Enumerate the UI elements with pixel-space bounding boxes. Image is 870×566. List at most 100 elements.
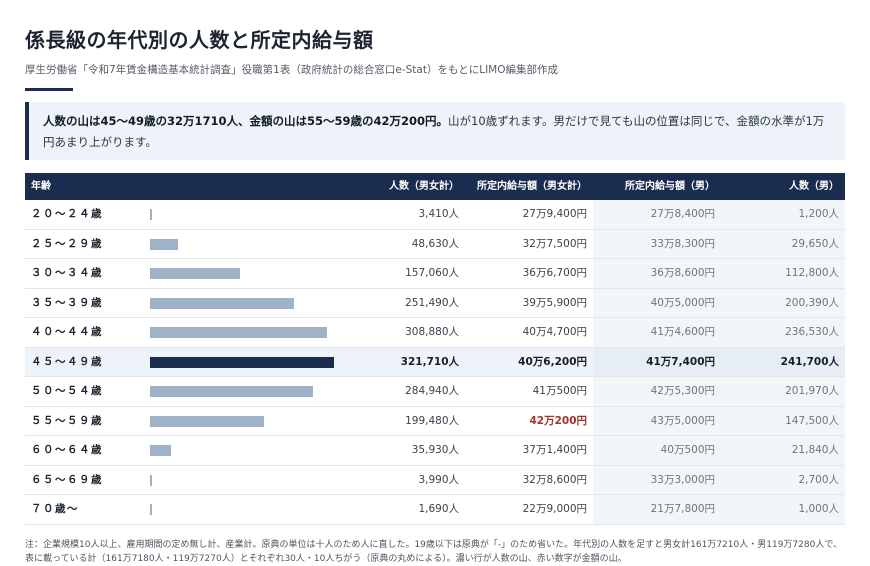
age-salary-table: 年齢 人数（男女計） 所定内給与額（男女計） 所定内給与額（男） 人数（男） ２… [25,173,845,525]
count-bar [150,356,334,368]
salary-cell: 37万1,400円 [522,444,587,456]
header-male-count: 人数（男） [789,181,839,192]
male-salary-cell: 41万7,400円 [646,355,715,368]
table-header: 年齢 人数（男女計） 所定内給与額（男女計） 所定内給与額（男） 人数（男） [25,173,845,200]
header-salary: 所定内給与額（男女計） [477,181,587,192]
count-bar [150,297,294,309]
source-note: 厚生労働省「令和7年賃金構造基本統計調査」役職第1表（政府統計の総合窓口e-St… [25,64,559,76]
title-underline [25,88,73,91]
table-row: ５５〜５９歳 199,480人 42万200円 43万5,000円 147,500人 [25,406,845,436]
age-cell: ５５〜５９歳 [31,414,103,427]
callout-bold-text: 人数の山は45〜49歳の32万1710人、金額の山は55〜59歳の42万200円… [43,114,449,128]
count-cell: 3,990人 [418,473,459,486]
callout-text: 山が10歳ずれます。男だけで見ても山の位置は同じで、金額の水準が1万円あまり上が… [43,114,825,149]
male-salary-cell: 36万8,600円 [650,267,715,279]
male-salary-cell: 27万8,400円 [650,208,715,220]
male-columns-background [593,318,845,347]
count-bar [150,386,313,397]
count-bar [150,504,152,515]
male-count-cell: 1,000人 [798,503,839,515]
count-cell: 1,690人 [418,503,459,515]
count-cell: 3,410人 [418,208,459,220]
count-bar [150,209,152,220]
footnote: 注：企業規模10人以上、雇用期間の定め無し計、産業計。原典の単位は十人のため人に… [25,540,842,564]
male-count-cell: 236,530人 [785,326,839,338]
male-columns-background [593,259,845,288]
male-columns-background [593,288,845,317]
male-count-cell: 201,970人 [785,385,839,397]
salary-cell: 32万8,600円 [522,473,587,486]
page-title: 係長級の年代別の人数と所定内給与額 [25,28,374,52]
count-bar [150,238,178,250]
count-cell: 308,880人 [405,326,459,338]
salary-cell: 32万7,500円 [522,237,587,250]
male-columns-background [593,347,845,376]
summary-callout: 人数の山は45〜49歳の32万1710人、金額の山は55〜59歳の42万200円… [25,102,845,160]
count-cell: 251,490人 [405,296,459,309]
age-cell: ７０歳〜 [31,503,79,515]
male-salary-cell: 42万5,300円 [650,385,715,397]
male-count-cell: 200,390人 [785,296,839,309]
male-count-cell: 241,700人 [780,355,839,368]
male-count-cell: 147,500人 [785,414,839,427]
male-columns-background [593,377,845,406]
male-columns-background [593,200,845,229]
age-cell: ４５〜４９歳 [31,355,103,368]
salary-cell: 22万9,000円 [522,503,587,515]
table-row: ２５〜２９歳 48,630人 32万7,500円 33万8,300円 29,650人 [25,229,845,259]
count-bar [150,415,264,427]
age-cell: ５０〜５４歳 [31,385,103,397]
count-cell: 48,630人 [411,237,459,250]
count-bar [150,327,327,338]
male-columns-background [593,495,845,524]
age-cell: ６５〜６９歳 [31,473,103,486]
count-bar [150,268,240,279]
table-row: ７０歳〜 1,690人 22万9,000円 21万7,800円 1,000人 [25,495,845,525]
salary-cell: 36万6,700円 [522,267,587,279]
salary-cell: 39万5,900円 [522,296,587,309]
male-count-cell: 112,800人 [785,267,839,279]
salary-cell: 41万500円 [532,385,587,397]
count-bar [150,474,152,486]
table-row: ６５〜６９歳 3,990人 32万8,600円 33万3,000円 2,700人 [25,465,845,495]
male-salary-cell: 33万3,000円 [650,473,715,486]
male-salary-cell: 43万5,000円 [650,414,715,427]
male-columns-background [593,465,845,494]
salary-cell: 27万9,400円 [522,208,587,220]
male-salary-cell: 21万7,800円 [650,503,715,515]
table-row: ４５〜４９歳 321,710人 40万6,200円 41万7,400円 241,700人 [25,347,845,377]
male-count-cell: 1,200人 [798,208,839,220]
male-salary-cell: 33万8,300円 [650,237,715,250]
salary-cell: 40万6,200円 [518,355,587,368]
male-columns-background [593,229,845,258]
age-cell: ２５〜２９歳 [31,237,103,250]
male-columns-background [593,436,845,465]
male-salary-cell: 40万500円 [660,444,715,456]
table-row: ３５〜３９歳 251,490人 39万5,900円 40万5,000円 200,390人 [25,288,845,318]
table-row: ２０〜２４歳 3,410人 27万9,400円 27万8,400円 1,200人 [25,200,845,230]
age-cell: ６０〜６４歳 [31,444,103,456]
table-row: ６０〜６４歳 35,930人 37万1,400円 40万500円 21,840人 [25,436,845,466]
male-columns-background [593,406,845,435]
table-row: ４０〜４４歳 308,880人 40万4,700円 41万4,600円 236,530人 [25,318,845,348]
male-count-cell: 29,650人 [791,237,839,250]
age-cell: ３０〜３４歳 [31,267,103,279]
count-cell: 321,710人 [400,355,459,368]
age-cell: ３５〜３９歳 [31,296,103,309]
count-cell: 284,940人 [405,385,459,397]
count-bar [150,445,171,456]
age-cell: ２０〜２４歳 [31,208,103,220]
age-cell: ４０〜４４歳 [31,326,103,338]
count-cell: 199,480人 [405,414,459,427]
male-count-cell: 2,700人 [798,473,839,486]
count-cell: 35,930人 [411,444,459,456]
table-row: ３０〜３４歳 157,060人 36万6,700円 36万8,600円 112,800人 [25,259,845,289]
male-salary-cell: 40万5,000円 [650,296,715,309]
table-body: ２０〜２４歳 3,410人 27万9,400円 27万8,400円 1,200人 ２５〜２… [25,200,845,525]
header-count: 人数（男女計） [389,181,459,192]
table-row: ５０〜５４歳 284,940人 41万500円 42万5,300円 201,970人 [25,377,845,407]
header-age: 年齢 [31,181,51,192]
header-male-salary: 所定内給与額（男） [625,181,715,192]
count-cell: 157,060人 [405,267,459,279]
